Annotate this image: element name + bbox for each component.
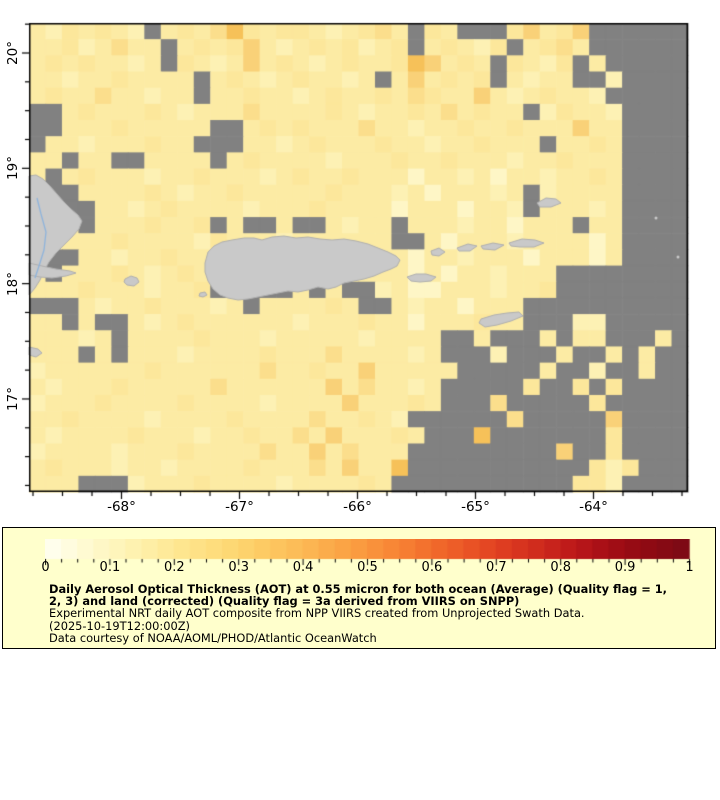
x-axis-tick-label: -67° <box>225 499 254 515</box>
colorbar-tick-label: 1 <box>685 560 694 575</box>
colorbar-tick-label: 0.3 <box>228 560 250 575</box>
x-axis-tick-label: -68° <box>107 499 136 515</box>
caption-courtesy-line: Data courtesy of NOAA/AOML/PHOD/Atlantic… <box>49 630 377 645</box>
x-axis-tick-label: -66° <box>343 499 372 515</box>
caption-block: Daily Aerosol Optical Thickness (AOT) at… <box>49 583 667 644</box>
aot-heatmap-canvas <box>0 0 720 524</box>
colorbar-tick-label: 0.5 <box>357 560 378 575</box>
colorbar-tick-label: 0.6 <box>421 560 443 575</box>
y-axis-tick-label: 20° <box>5 41 21 65</box>
colorbar-tick-label: 0 <box>41 560 50 575</box>
colorbar-canvas <box>45 539 693 567</box>
y-axis-tick-label: 18° <box>5 271 21 296</box>
y-axis-tick-label: 19° <box>5 156 21 181</box>
y-axis-tick-label: 17° <box>5 386 21 411</box>
x-axis-tick-label: -65° <box>461 499 490 515</box>
colorbar-tick-label: 0.9 <box>614 560 636 575</box>
colorbar-tick-label: 0.1 <box>99 560 121 575</box>
caption-timestamp: (2025-10-19T12:00:00Z) <box>49 618 191 633</box>
colorbar-tick-label: 0.4 <box>292 560 314 575</box>
caption-title-line-2: 2, 3) and land (corrected) (Quality flag… <box>49 594 520 609</box>
x-axis-tick-label: -64° <box>579 499 608 515</box>
colorbar-tick-label: 0.7 <box>485 560 507 575</box>
colorbar-tick-label: 0.8 <box>550 560 572 575</box>
colorbar-tick-label: 0.2 <box>163 560 185 575</box>
legend-panel: 0 0.1 0.2 0.3 0.4 0.5 0.6 0.7 0.8 0.9 1 Daily Aero… <box>2 527 716 649</box>
caption-source-line: Experimental NRT daily AOT composite fro… <box>49 606 585 621</box>
caption-title-line-1: Daily Aerosol Optical Thickness (AOT) at… <box>49 582 668 596</box>
